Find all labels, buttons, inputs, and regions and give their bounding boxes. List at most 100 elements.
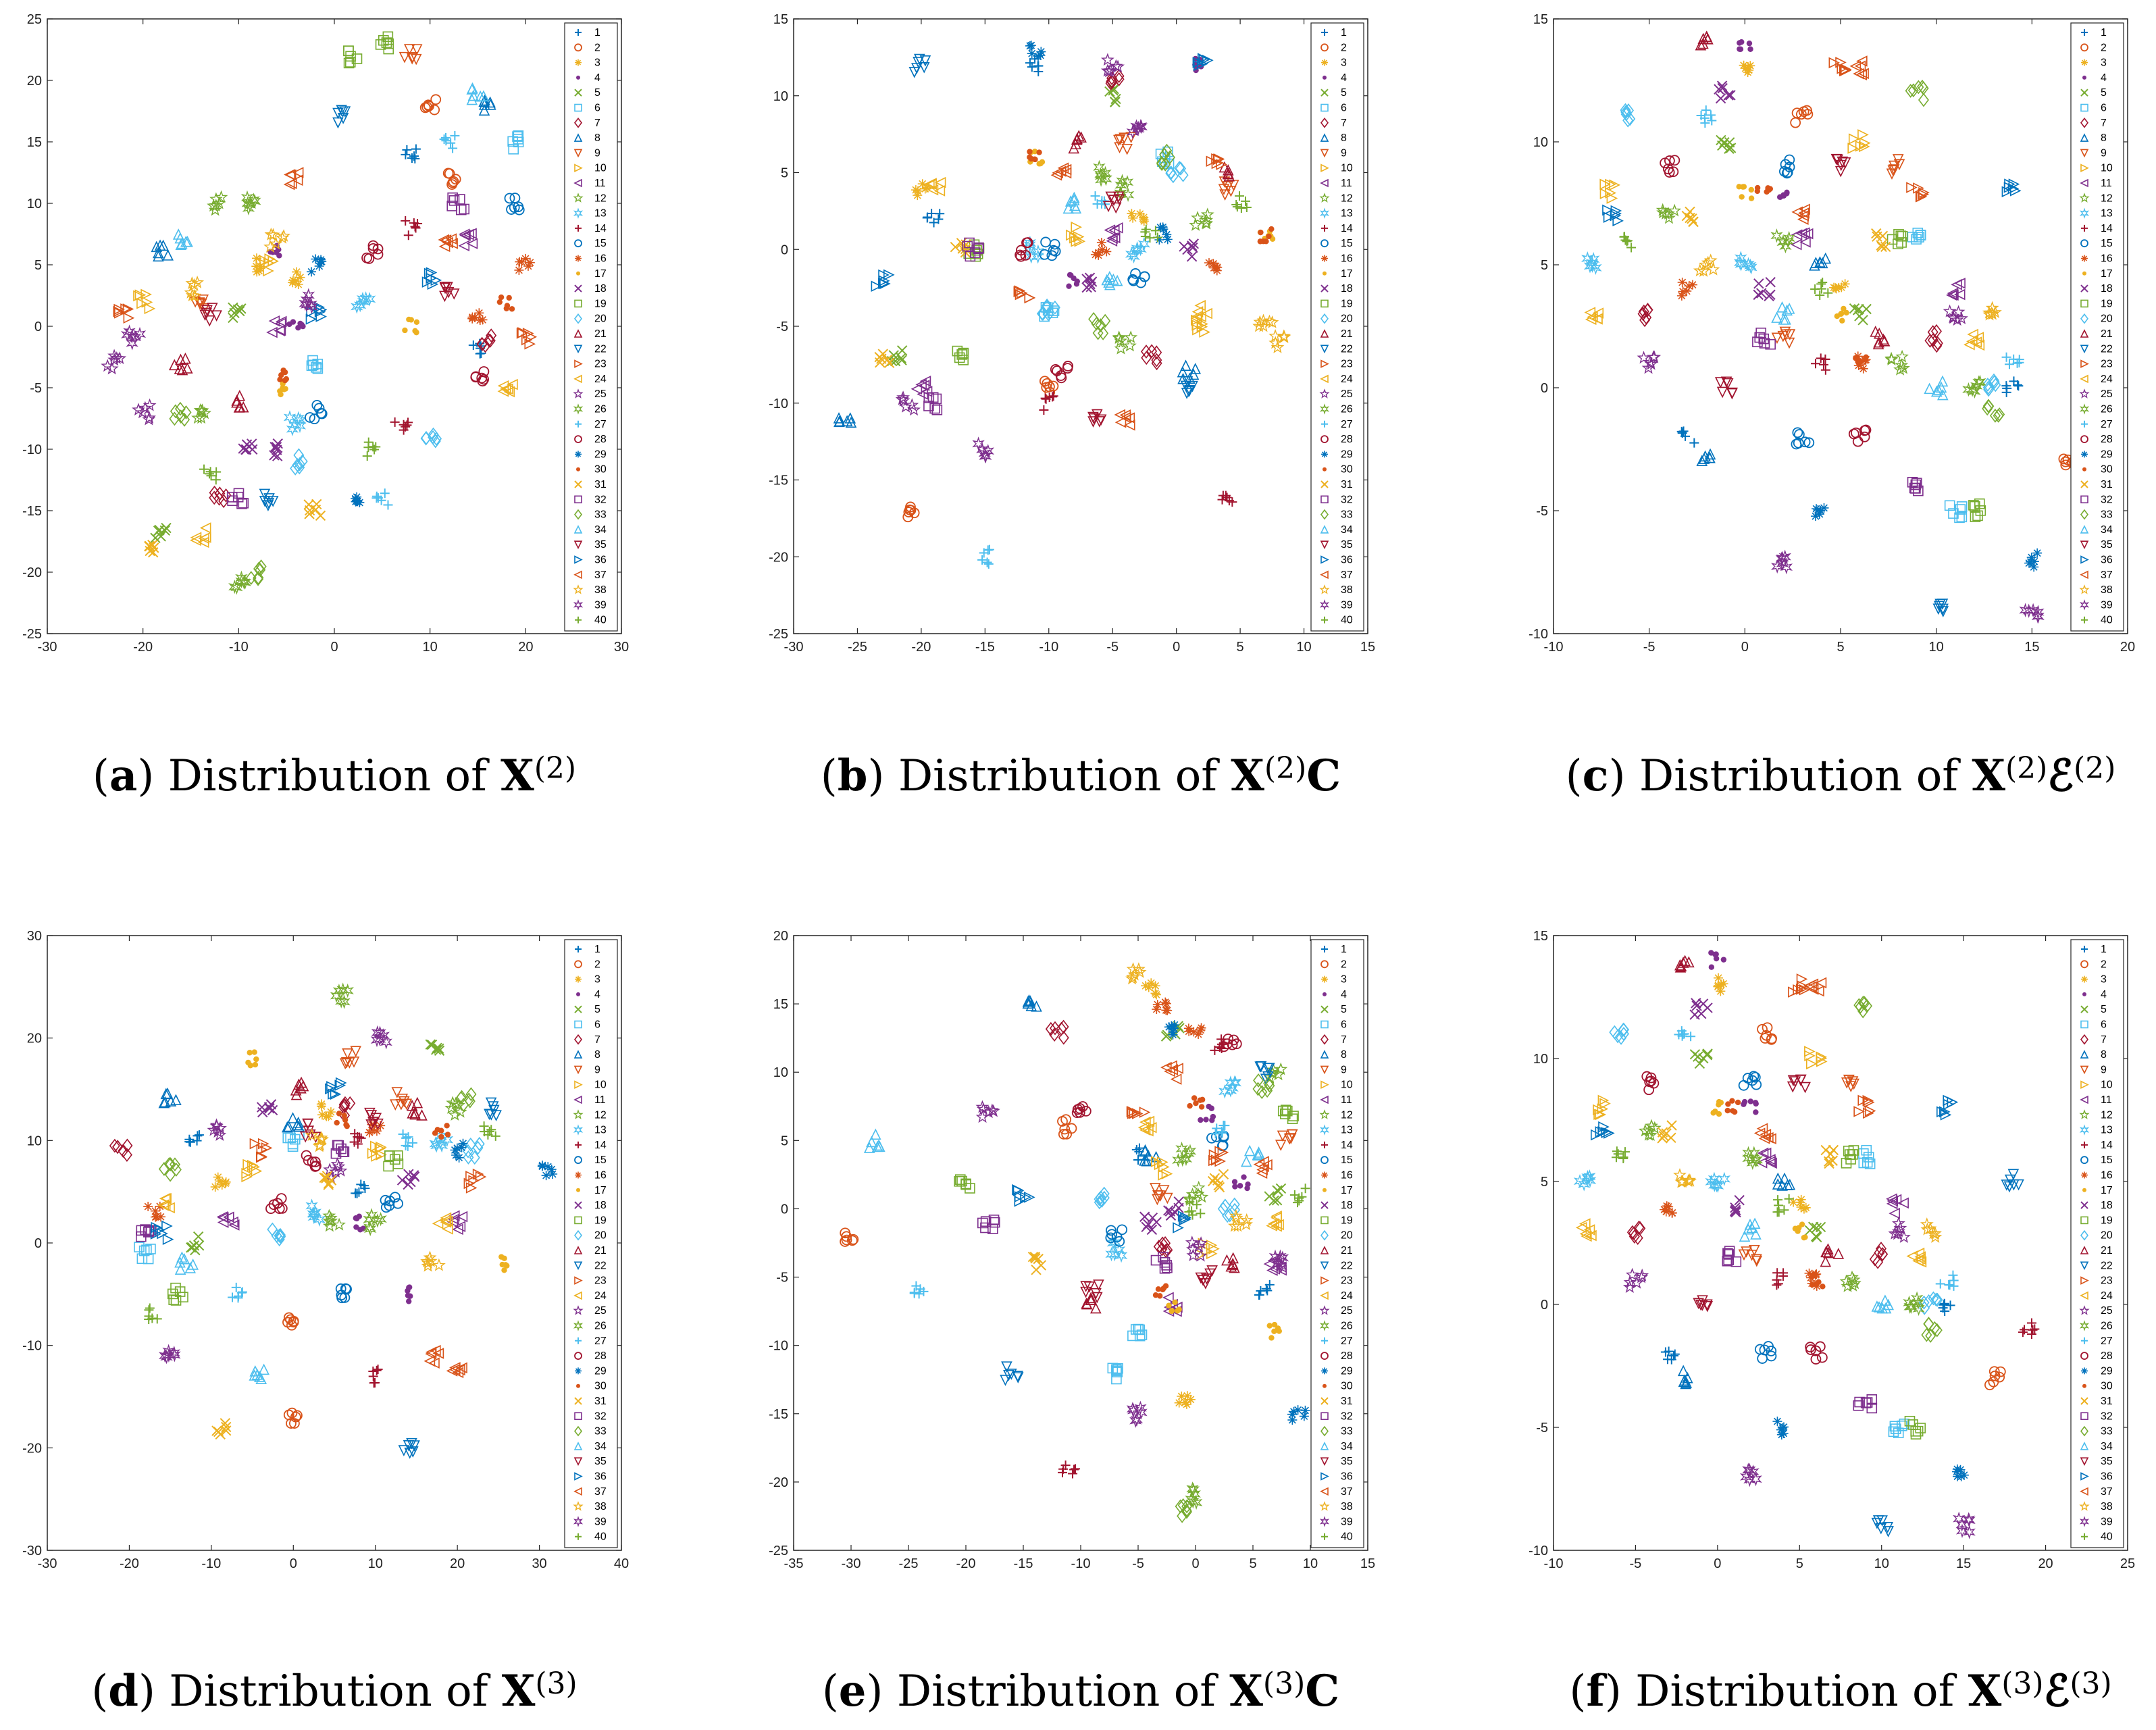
data-point: [1888, 164, 1900, 176]
data-point: [351, 53, 363, 64]
data-point: [109, 1138, 120, 1153]
legend-marker: [574, 495, 582, 504]
caption-part: ) Distribution of: [868, 751, 1231, 801]
data-point: [169, 1157, 180, 1172]
data-point: [1749, 1244, 1760, 1256]
data-point: [1725, 90, 1736, 101]
x-tick-label: -20: [133, 640, 153, 655]
legend-marker: [2082, 271, 2086, 276]
legend-marker: [2080, 163, 2089, 172]
data-point: [1162, 1263, 1173, 1273]
legend-marker: [1321, 1171, 1328, 1179]
data-point: [1823, 288, 1833, 298]
data-point: [1779, 238, 1792, 254]
data-point: [448, 143, 458, 153]
data-point: [342, 1117, 349, 1123]
data-point: [1923, 1221, 1937, 1235]
data-point: [1744, 65, 1754, 75]
data-point: [1678, 286, 1688, 297]
data-point: [446, 138, 456, 148]
data-point: [1816, 1051, 1828, 1063]
data-point: [1587, 311, 1598, 323]
data-point: [1062, 361, 1074, 372]
data-point: [1232, 1184, 1238, 1190]
legend-label: 36: [594, 1471, 607, 1483]
legend-marker: [1320, 1291, 1329, 1300]
data-point: [209, 485, 220, 500]
data-point: [105, 361, 119, 375]
data-point: [1918, 93, 1929, 107]
legend-label: 25: [2101, 1305, 2113, 1317]
data-point: [220, 488, 232, 503]
data-point: [484, 333, 496, 348]
data-point: [1581, 1171, 1595, 1186]
data-point: [1896, 237, 1907, 248]
data-point: [1176, 1306, 1182, 1313]
legend-marker: [575, 420, 582, 428]
data-point: [1643, 1084, 1655, 1096]
legend-marker: [574, 1276, 583, 1285]
legend-marker: [574, 1156, 582, 1165]
legend-marker: [1320, 43, 1329, 52]
data-point: [1263, 1076, 1275, 1091]
legend-label: 22: [1341, 343, 1353, 355]
legend-marker: [2079, 1320, 2090, 1331]
data-point: [1085, 1294, 1097, 1305]
data-point: [165, 1157, 176, 1171]
data-point: [1811, 1222, 1822, 1233]
legend-label: 6: [2101, 103, 2107, 114]
data-point: [450, 130, 460, 141]
legend-label: 2: [1341, 42, 1347, 53]
x-tick-label: 10: [1296, 640, 1311, 655]
data-point: [228, 312, 238, 324]
data-point: [208, 203, 222, 216]
legend-label: 11: [2101, 1094, 2112, 1106]
data-point: [1722, 378, 1734, 390]
data-point: [1747, 1465, 1760, 1479]
data-point: [1753, 278, 1764, 289]
data-point: [1121, 175, 1134, 190]
data-point: [1216, 159, 1228, 170]
data-point: [1066, 1123, 1077, 1134]
legend-label: 25: [2101, 388, 2113, 400]
data-point: [384, 1150, 395, 1161]
data-point: [877, 278, 890, 289]
data-point: [1876, 240, 1886, 251]
legend-marker: [2080, 480, 2088, 488]
data-point: [1839, 310, 1845, 317]
legend-marker: [2081, 59, 2088, 66]
data-point: [1626, 1225, 1638, 1240]
data-point: [192, 1136, 202, 1146]
data-point: [1776, 1429, 1787, 1440]
y-tick-label: -20: [22, 565, 42, 580]
data-point: [1146, 1224, 1158, 1236]
data-point: [167, 1288, 178, 1300]
data-point: [138, 401, 152, 414]
data-point: [1666, 1354, 1676, 1365]
legend-marker: [2080, 178, 2088, 188]
data-point: [1229, 1197, 1240, 1212]
data-point: [952, 345, 963, 357]
data-point: [1864, 1105, 1876, 1117]
legend-label: 37: [2101, 569, 2113, 581]
legend-label: 5: [594, 1004, 600, 1015]
data-point: [1240, 1155, 1252, 1167]
data-point: [1939, 1300, 1949, 1310]
legend-label: 2: [1341, 959, 1347, 970]
legend-marker: [1323, 467, 1327, 472]
data-point: [1822, 1246, 1834, 1258]
legend-marker: [573, 149, 583, 158]
data-point: [432, 1258, 446, 1271]
data-point: [1172, 1299, 1178, 1306]
data-point: [1849, 303, 1860, 314]
data-point: [290, 1134, 301, 1145]
y-tick-label: 0: [34, 320, 42, 334]
data-point: [295, 1076, 307, 1088]
data-point: [162, 1348, 176, 1363]
data-point: [1766, 1157, 1777, 1169]
data-point: [1915, 1423, 1926, 1433]
legend-label: 34: [1341, 524, 1353, 536]
data-point: [1210, 1045, 1220, 1055]
data-point: [1151, 1156, 1162, 1167]
x-tick-label: -5: [1630, 1556, 1642, 1571]
